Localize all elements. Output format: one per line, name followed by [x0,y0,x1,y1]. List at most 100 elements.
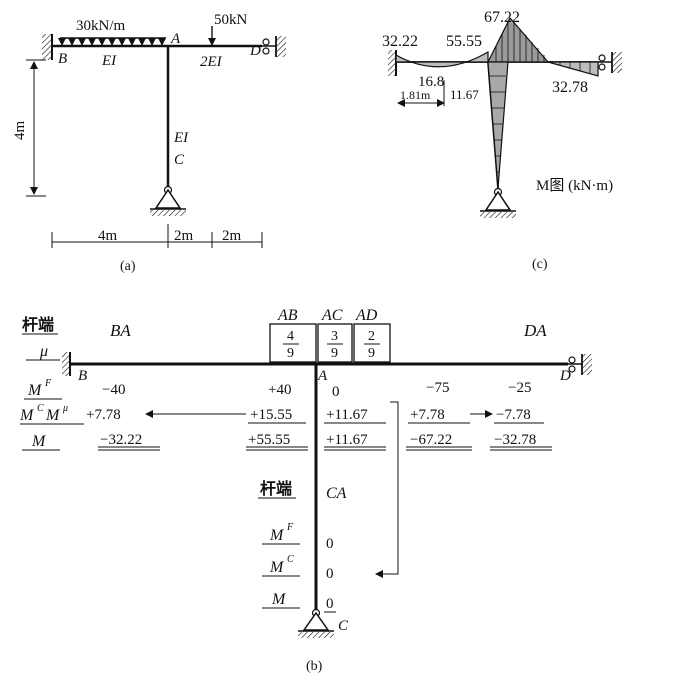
b-row-MF: M [27,382,43,399]
b-node-C: C [338,618,349,634]
b-end-BA: BA [110,321,131,340]
c-m-dist: 1.81m [400,88,431,102]
b-col-M: M [271,591,287,608]
caption-a: (a) [120,259,136,274]
stiff-AD-label: 2EI [200,54,223,70]
caption-c: (c) [532,257,548,272]
figure-a: 30kN/m 50kN A B C D EI 2EI EI 4m [12,12,286,274]
b-AD-MF: −75 [426,380,449,396]
b-mu-AC-den: 9 [331,346,338,361]
b-AB-MF: +40 [268,382,291,398]
roller-D-hatch [277,36,286,57]
b-col-MF: M [269,527,285,544]
b-row-mu: μ [39,343,48,360]
b-BA-MF: −40 [102,382,125,398]
b-CA-MF: 0 [326,536,334,552]
b-CA-M: 0 [326,596,334,612]
udl-arrows [58,38,166,46]
b-AD-Mmu: +7.78 [410,407,445,423]
b-roller-D-top [568,356,576,364]
b-DA-MC: −7.78 [496,407,531,423]
roller-D-top [262,38,270,46]
b-pin-C-triangle [302,611,330,631]
b-row-M: M [31,433,47,450]
height-dim-label: 4m [12,121,28,141]
b-row-MC-sup: C [37,403,44,414]
b-col-end: CA [326,485,347,502]
b-mu-box-AB [269,323,317,363]
c-moment-AD-top-hatch [495,22,545,62]
stiff-BA-label: EI [101,53,117,69]
b-carry-bracket-AC-CA [375,401,399,578]
b-BA-M: −32.22 [100,432,142,448]
b-mu-AD-den: 9 [368,346,375,361]
c-moment-column [487,61,509,189]
b-row-Mmu-sup: μ [62,403,68,414]
c-m-A-left: 55.55 [446,33,482,50]
b-end-DA: DA [523,321,547,340]
b-CA-MC: 0 [326,566,334,582]
b-node-B: B [78,368,87,384]
c-moment-BA [395,50,489,68]
wall-B-hatch [42,34,52,60]
b-node-A: A [317,368,328,384]
b-mu-AC-num: 3 [331,329,338,344]
b-roller-D-hatch [583,354,592,375]
node-A-label: A [170,31,181,47]
b-AC-MF: 0 [332,384,340,400]
c-roller-D-hatch [613,52,622,73]
b-BA-MC: +7.78 [86,407,121,423]
b-AD-M: −67.22 [410,432,452,448]
b-roller-D-bottom [568,365,576,373]
figure-c: 32.22 55.55 67.22 16.8 1.81m 11.67 32.78… [382,9,622,272]
c-moment-AD-bottom [547,61,599,77]
c-moment-AD-top [487,16,550,63]
c-m-A-right: 67.22 [484,9,520,26]
c-m-D: 32.78 [552,79,588,96]
b-AC-M: +11.67 [326,432,368,448]
c-m-A-col: 11.67 [450,87,479,102]
figure-b: 杆端 μ M F M C M μ M BA DA AB AC AD 4 9 3 … [19,307,592,674]
b-row-MC: M [19,407,35,424]
c-moment-column-hatch [489,75,506,173]
b-DA-MF: −25 [508,380,531,396]
c-moment-AD-bottom-hatch [559,62,591,74]
b-mu-AB-num: 4 [287,329,294,344]
c-wall-B-hatch [388,50,396,76]
span-BA-label: 4m [98,228,118,244]
b-col-MC: M [269,559,285,576]
roller-D-bottom [262,47,270,55]
b-AB-M: +55.55 [248,432,290,448]
c-m-mid-BA: 16.8 [418,74,444,90]
b-wall-B-hatch [62,352,70,376]
c-roller-D-top [598,54,606,62]
c-pin-hatch [480,212,516,218]
b-mu-AB-den: 9 [287,346,294,361]
b-row-Mmu: M [45,407,61,424]
b-col-MF-sup: F [286,522,294,533]
b-DA-M: −32.78 [494,432,536,448]
b-row-member: 杆端 [22,315,54,334]
b-hdr-AD: AD [355,307,378,324]
span-AD2-label: 2m [222,228,242,244]
point-load-label: 50kN [214,12,248,28]
c-roller-D-bottom [598,63,606,71]
b-col-MC-sup: C [287,554,294,565]
b-row-MF-sup: F [44,378,52,389]
b-hdr-AB: AB [277,307,298,324]
caption-b: (b) [306,659,323,674]
b-hdr-AC: AC [321,307,343,324]
stiff-AC-label: EI [173,130,189,146]
b-node-D: D [559,368,571,384]
b-mu-box-AC [317,323,353,363]
b-AC-Mmu: +11.67 [326,407,368,423]
b-mu-AD-num: 2 [368,329,375,344]
c-diagram-title: M图 (kN·m) [536,177,613,194]
pin-C-triangle [154,188,182,209]
b-AB-Mmu: +15.55 [250,407,292,423]
node-B-label: B [58,51,67,67]
span-AD1-label: 2m [174,228,194,244]
node-C-label: C [174,152,185,168]
